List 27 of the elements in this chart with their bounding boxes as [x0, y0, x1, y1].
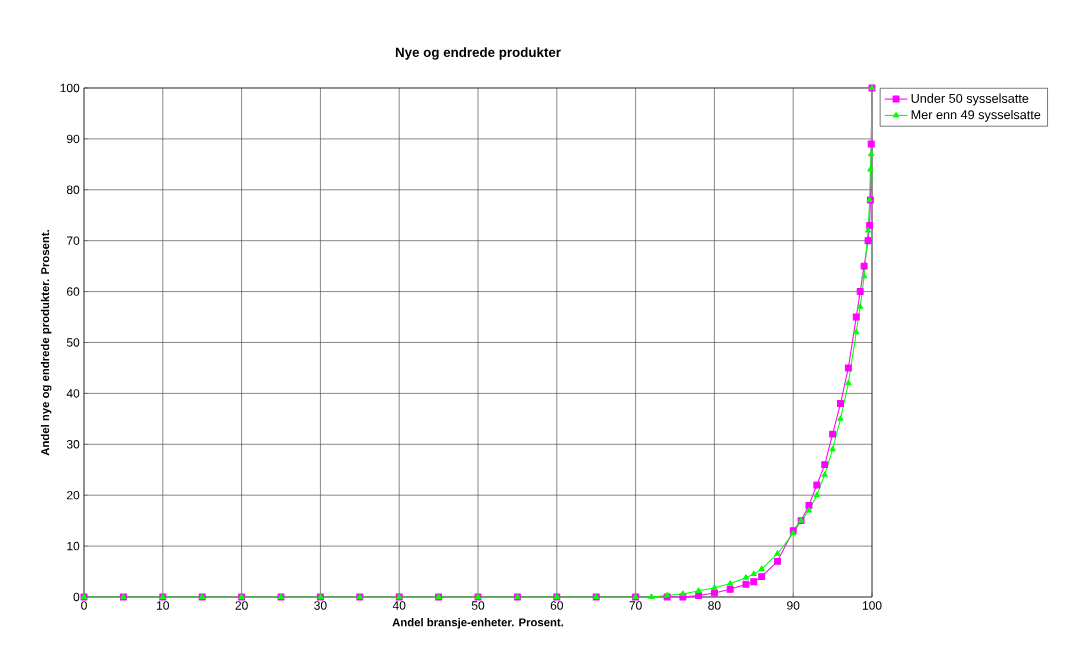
- x-tick-label: 70: [629, 601, 642, 610]
- x-tick-label: 60: [550, 601, 564, 610]
- x-axis-title: Andel bransje-enheter. Prosent.: [392, 618, 564, 629]
- y-tick-label: 100: [60, 83, 80, 93]
- x-tick-label: 30: [314, 601, 327, 610]
- y-tick-label: 20: [67, 490, 80, 500]
- y-axis-title: Andel nye og endrede produkter. Prosent.: [40, 230, 52, 456]
- y-tick-label: 80: [66, 185, 80, 195]
- legend-label: Mer enn 49 sysselsatte: [911, 109, 1041, 122]
- y-tick-label: 60: [67, 287, 80, 296]
- y-tick-label: 50: [66, 338, 80, 347]
- x-tick-label: 0: [81, 601, 87, 610]
- y-tick-label: 0: [73, 592, 80, 602]
- x-tick-label: 20: [235, 601, 248, 610]
- y-tick-label: 40: [66, 389, 80, 398]
- chart-title: Nye og endrede produkter: [395, 47, 561, 60]
- x-tick-label: 10: [157, 601, 170, 610]
- y-tick-label: 10: [67, 541, 80, 551]
- x-tick-label: 40: [392, 601, 406, 610]
- x-tick-label: 50: [471, 601, 485, 610]
- y-tick-label: 90: [66, 134, 80, 144]
- y-tick-label: 70: [67, 236, 80, 245]
- x-tick-label: 90: [787, 601, 800, 610]
- y-tick-label: 30: [66, 440, 80, 449]
- x-tick-label: 80: [708, 601, 721, 610]
- legend-label: Under 50 sysselsatte: [911, 93, 1029, 106]
- x-tick-label: 100: [862, 601, 882, 610]
